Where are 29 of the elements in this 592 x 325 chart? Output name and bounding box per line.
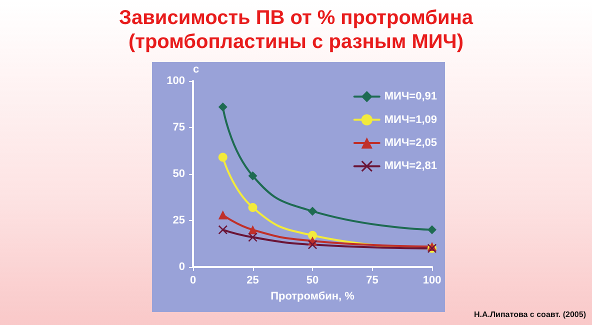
point <box>248 171 258 180</box>
x-axis-title: Протромбин, % <box>270 290 355 302</box>
legend-label: МИЧ=1,09 <box>384 114 438 126</box>
x-tick-label: 50 <box>306 274 319 286</box>
point <box>248 225 258 234</box>
chart-title: Зависимость ПВ от % протромбина (тромбопластины с разным МИЧ) <box>118 6 474 54</box>
y-tick-label: 0 <box>178 261 185 273</box>
y-tick-label: 50 <box>172 168 185 180</box>
point <box>218 225 228 234</box>
x-tick-label: 0 <box>190 274 196 286</box>
x-tick-label: 100 <box>422 274 442 286</box>
legend-label: МИЧ=2,81 <box>384 160 438 172</box>
point <box>428 225 436 234</box>
point <box>218 210 228 220</box>
y-tick-label: 75 <box>172 122 185 134</box>
y-axis-title: с <box>193 64 200 76</box>
y-tick-label: 25 <box>172 214 185 226</box>
y-tick-label: 100 <box>166 75 185 87</box>
x-tick-label: 25 <box>246 274 259 286</box>
point <box>308 206 317 216</box>
point <box>308 240 317 250</box>
text: Н.А.Липатова с соавт. (2005) <box>474 310 586 319</box>
x-tick-label: 75 <box>366 274 378 286</box>
point <box>218 152 228 162</box>
legend-label: МИЧ=2,05 <box>384 137 438 149</box>
point <box>308 230 317 240</box>
point <box>248 202 258 212</box>
legend-label: МИЧ=0,91 <box>384 90 438 103</box>
point <box>218 102 228 112</box>
